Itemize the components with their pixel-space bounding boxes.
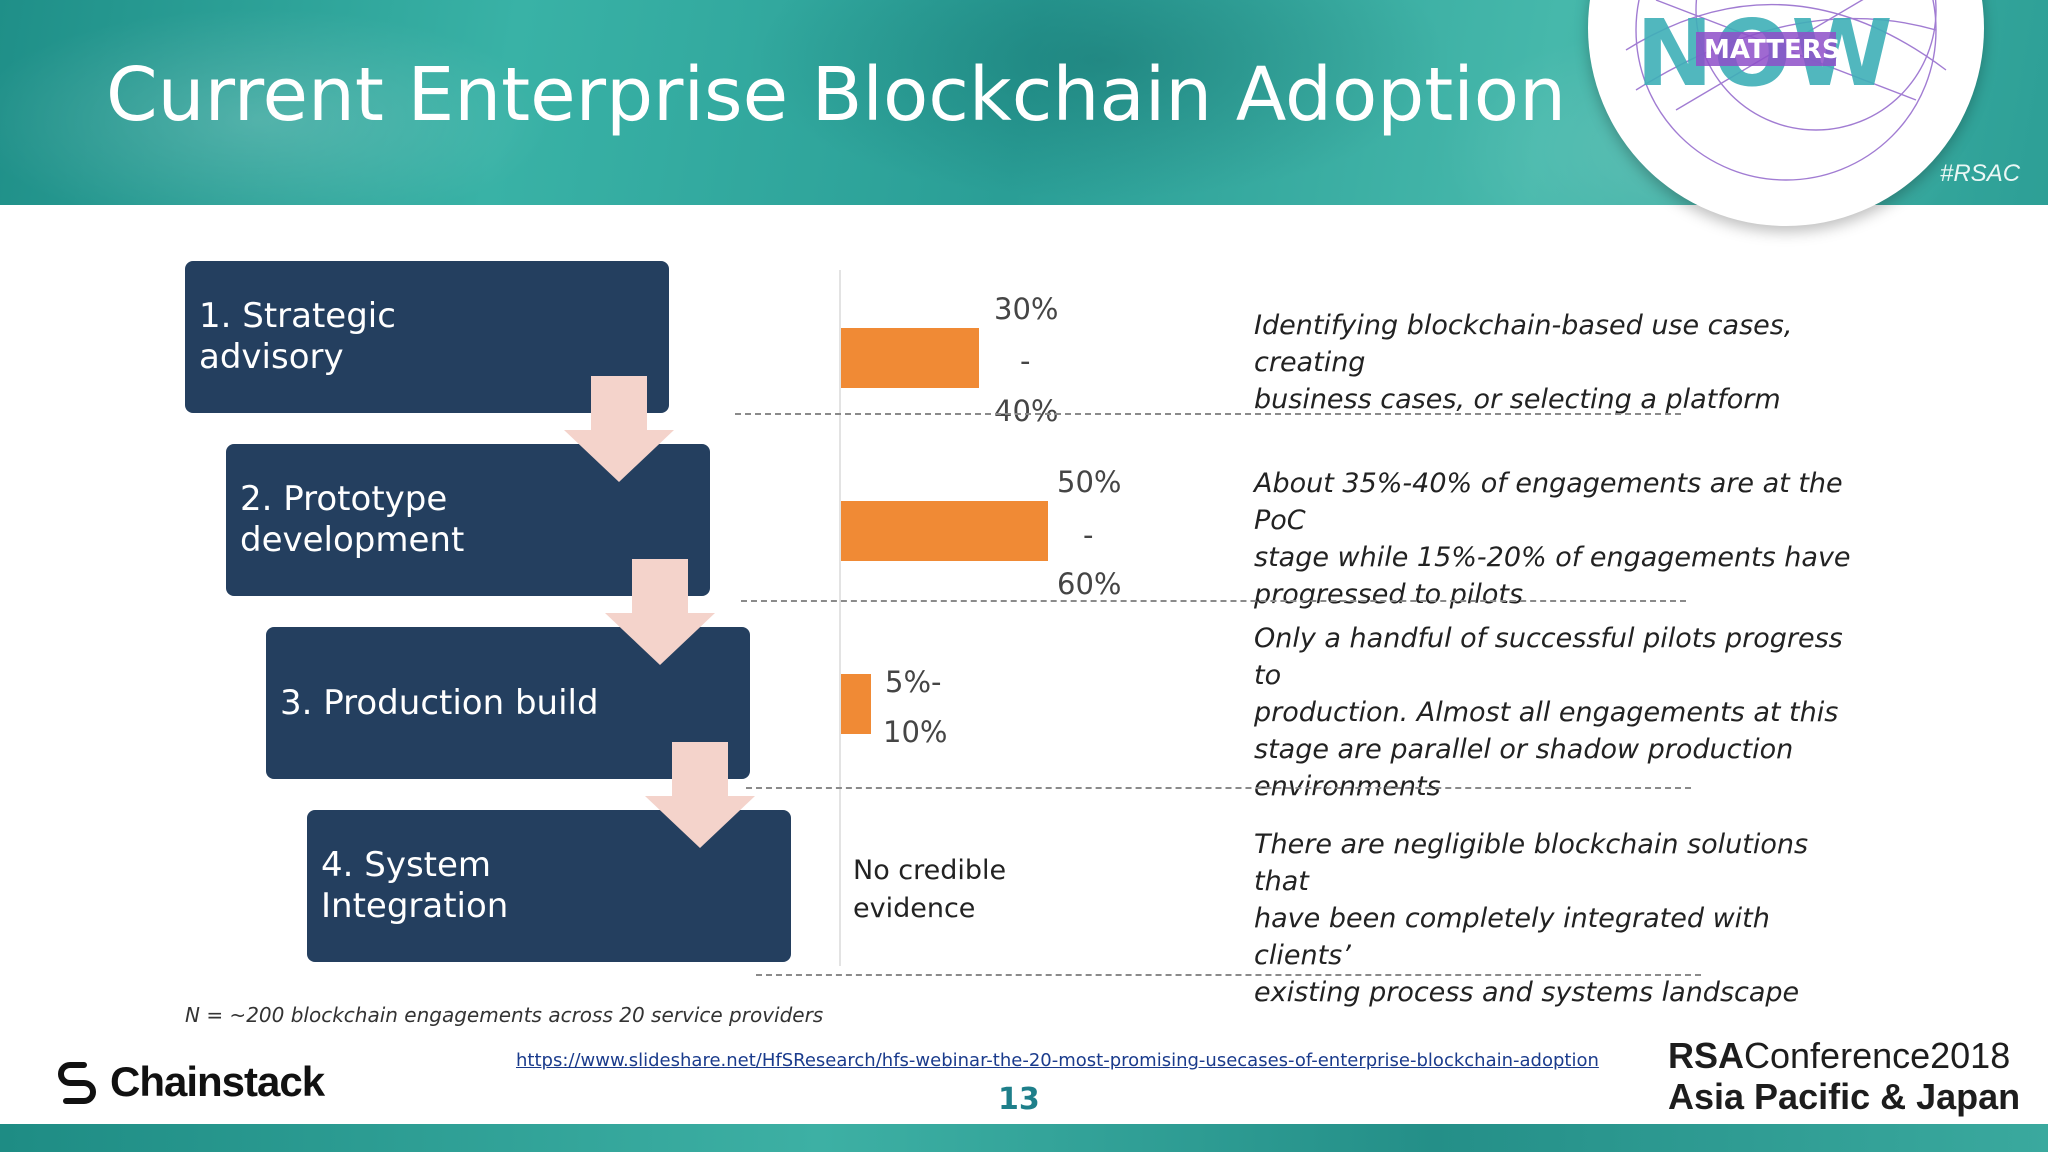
range-top-label: 50% <box>1057 465 1122 499</box>
range-dash-label: - <box>1020 344 1031 378</box>
description-line: production. Almost all engagements at th… <box>1254 697 1839 728</box>
conference-region: Asia Pacific & Japan <box>1668 1076 2021 1117</box>
row-separator <box>741 600 1686 602</box>
description-line: environments <box>1254 771 1441 802</box>
matters-now-logo-art: NOW MATTERS <box>1625 0 1947 181</box>
adoption-bar-production <box>841 674 871 734</box>
description-line: existing process and systems landscape <box>1254 977 1800 1008</box>
slide-title: Current Enterprise Blockchain Adoption <box>106 52 1566 138</box>
logo-matters-text: MATTERS <box>1704 35 1841 65</box>
description-line: stage while 15%-20% of engagements have <box>1254 542 1851 573</box>
step-system-integration: 4. System Integration <box>307 810 791 962</box>
description-line: have been completely integrated with cli… <box>1254 903 1770 971</box>
stage-description: Identifying blockchain-based use cases, … <box>1254 307 1864 418</box>
row-separator <box>746 787 1691 789</box>
footnote: N = ~200 blockchain engagements across 2… <box>185 1003 824 1027</box>
range-top-label: 5%- <box>885 665 942 699</box>
no-evidence-label: No credible evidence <box>853 852 1006 928</box>
chart-axis-line <box>839 270 841 966</box>
stage-description: About 35%-40% of engagements are at the … <box>1254 465 1864 613</box>
stage-description: There are negligible blockchain solution… <box>1254 826 1864 1011</box>
range-top-label: 30% <box>994 292 1059 326</box>
description-line: About 35%-40% of engagements are at the … <box>1254 468 1843 536</box>
source-link[interactable]: https://www.slideshare.net/HfSResearch/h… <box>516 1050 1599 1071</box>
step-label: advisory <box>199 337 344 377</box>
description-line: Identifying blockchain-based use cases, … <box>1254 310 1793 378</box>
no-evidence-line: No credible <box>853 855 1007 886</box>
page-number: 13 <box>998 1082 1040 1117</box>
row-separator <box>756 974 1701 976</box>
step-label: 3. Production build <box>280 682 599 723</box>
bottom-decor-strip <box>0 1124 2048 1152</box>
rsac-matters-now-logo: NOW MATTERS <box>1588 0 1984 226</box>
description-line: Only a handful of successful pilots prog… <box>1254 623 1843 691</box>
step-label: 4. System <box>321 845 492 885</box>
down-arrow-icon <box>605 559 715 665</box>
step-label: 1. Strategic <box>199 296 396 336</box>
conference-year: Conference2018 <box>1744 1035 2011 1076</box>
range-bottom-label: 60% <box>1057 567 1122 601</box>
hashtag: #RSAC <box>1940 160 2021 187</box>
stage-description: Only a handful of successful pilots prog… <box>1254 620 1864 805</box>
adoption-bar-prototype <box>841 501 1048 561</box>
rsa-conference-logo: RSAConference2018 Asia Pacific & Japan <box>1668 1036 2020 1118</box>
description-line: business cases, or selecting a platform <box>1254 384 1781 415</box>
adoption-bar-strategic <box>841 328 979 388</box>
step-strategic-advisory: 1. Strategic advisory <box>185 261 669 413</box>
step-label: Integration <box>321 886 509 926</box>
down-arrow-icon <box>645 742 755 848</box>
description-line: progressed to pilots <box>1254 579 1524 610</box>
rsa-wordmark: RSA <box>1668 1035 1745 1076</box>
range-bottom-label: 40% <box>994 394 1059 428</box>
chainstack-icon <box>58 1062 96 1104</box>
description-line: There are negligible blockchain solution… <box>1254 829 1809 897</box>
range-dash-label: - <box>1083 518 1094 552</box>
down-arrow-icon <box>564 376 674 482</box>
step-label: development <box>240 520 465 560</box>
chainstack-logo: Chainstack <box>54 1058 325 1106</box>
description-line: stage are parallel or shadow production <box>1254 734 1794 765</box>
row-separator <box>735 413 1681 415</box>
range-bottom-label: 10% <box>883 715 948 749</box>
step-label: 2. Prototype <box>240 479 448 519</box>
chainstack-wordmark: Chainstack <box>110 1058 325 1105</box>
no-evidence-line: evidence <box>853 893 976 924</box>
